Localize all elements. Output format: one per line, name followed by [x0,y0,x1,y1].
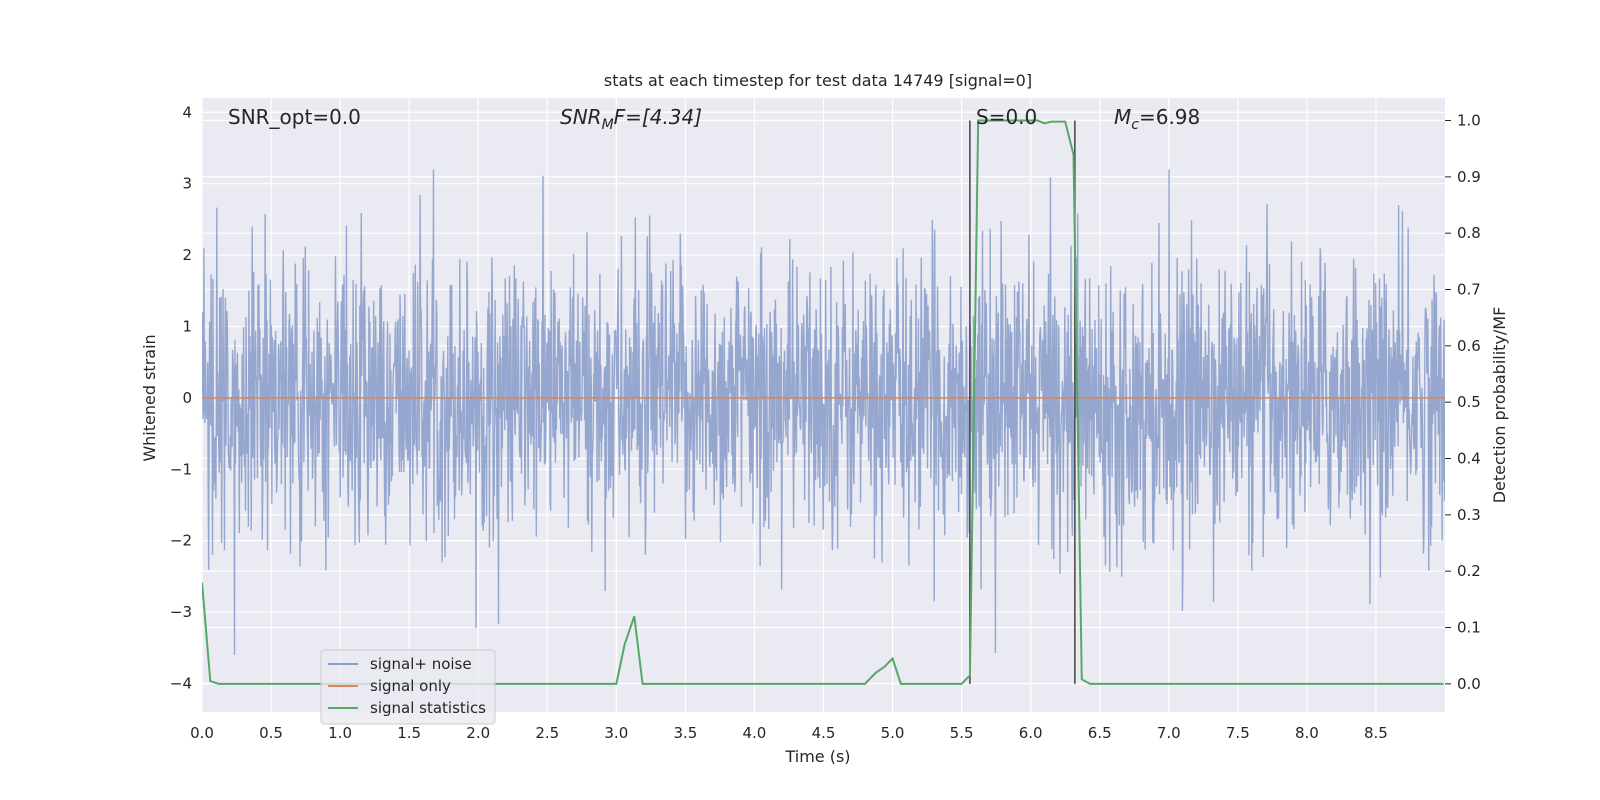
x-tick-label: 7.0 [1157,724,1181,742]
x-tick-label: 7.5 [1226,724,1250,742]
x-tick-label: 5.0 [881,724,905,742]
y-right-tick-label: 0.0 [1457,675,1481,693]
y-left-tick-label: −1 [170,460,192,478]
y-right-tick-label: 0.8 [1457,224,1481,242]
y-left-tick-label: 0 [182,389,192,407]
x-tick-label: 2.5 [535,724,559,742]
y-right-tick-label: 0.5 [1457,393,1481,411]
x-tick-label: 5.5 [950,724,974,742]
x-tick-label: 1.5 [397,724,421,742]
y-right-tick-label: 0.9 [1457,168,1481,186]
y-right-tick-label: 0.1 [1457,619,1481,637]
x-tick-label: 3.0 [604,724,628,742]
y-right-tick-label: 0.3 [1457,506,1481,524]
signal-noise-series [202,169,1445,655]
x-tick-label: 4.5 [812,724,836,742]
y-left-tick-label: −3 [170,603,192,621]
x-tick-label: 6.5 [1088,724,1112,742]
y-left-tick-label: 4 [182,103,192,121]
y-right-tick-label: 0.2 [1457,562,1481,580]
y-right-tick-label: 1.0 [1457,112,1481,130]
x-tick-label: 3.5 [673,724,697,742]
chart-title: stats at each timestep for test data 147… [604,71,1032,90]
y-left-tick-label: 1 [182,317,192,335]
x-tick-label: 1.0 [328,724,352,742]
y-left-tick-label: −2 [170,532,192,550]
x-tick-label: 0.0 [190,724,214,742]
x-tick-label: 0.5 [259,724,283,742]
legend: signal+ noise signal only signal statist… [320,649,496,725]
annotation-s: S=0.0 [976,105,1037,129]
y-left-tick-label: 3 [182,175,192,193]
annotation-snr-opt: SNR_opt=0.0 [228,105,361,129]
x-tick-label: 8.5 [1364,724,1388,742]
y-right-tick-label: 0.6 [1457,337,1481,355]
y-left-tick-label: −4 [170,674,192,692]
legend-item-signal: signal only [370,677,451,695]
signal-statistics-line [202,119,1444,685]
legend-item-statistics: signal statistics [370,699,486,717]
y-left-tick-label: 2 [182,246,192,264]
y-right-tick-label: 0.7 [1457,281,1481,299]
y-axis-left-label: Whitened strain [140,334,159,461]
legend-item-noise: signal+ noise [370,655,472,673]
x-tick-label: 4.0 [743,724,767,742]
x-tick-label: 2.0 [466,724,490,742]
x-axis-label: Time (s) [784,747,850,766]
x-tick-label: 6.0 [1019,724,1043,742]
x-tick-label: 8.0 [1295,724,1319,742]
signal-statistics-series [202,119,1444,685]
axis-ticks: 0.0 0.5 1.0 1.5 2.0 2.5 3.0 3.5 4.0 4.5 5.0 5.5 6.0 6… [170,103,1481,742]
y-right-tick-label: 0.4 [1457,450,1481,468]
annotation-mc: Mc=6.98 [1114,105,1200,133]
annotation-snr-mf: SNRMF=[4.34] [560,105,702,133]
y-axis-right-label: Detection probability/MF [1490,307,1509,504]
signal-noise-line [202,169,1445,655]
